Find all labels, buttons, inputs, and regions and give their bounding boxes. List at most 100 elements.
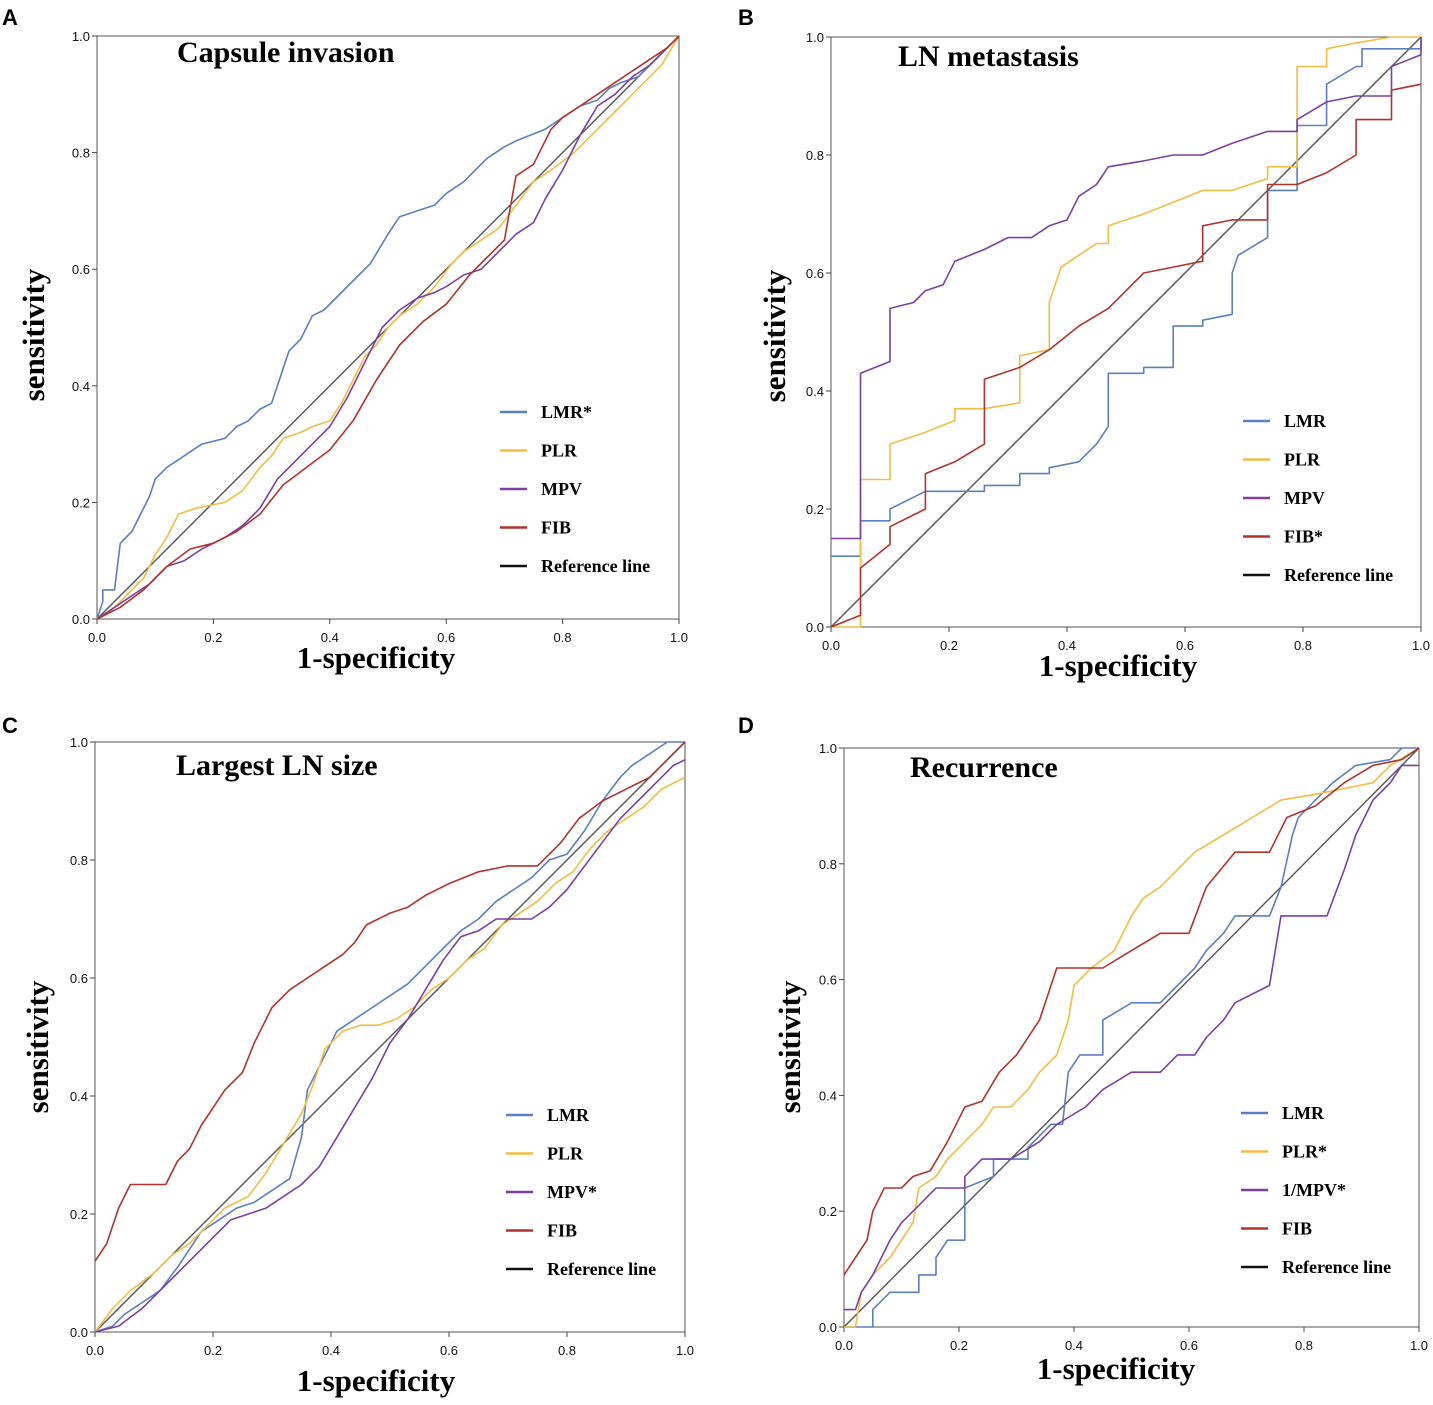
y-tick-label: 0.4 [819, 1088, 837, 1103]
legend-label: Reference line [547, 1259, 656, 1279]
panel-b: B 0.0 0.0 0.2 0.2 0.4 0.4 0.6 0.6 0.8 0.8 1.0 1.0 LN … [738, 5, 1430, 683]
legend-label: LMR* [541, 402, 592, 422]
x-tick-label: 1.0 [1412, 638, 1430, 653]
x-tick-label: 0.8 [1295, 1338, 1313, 1353]
legend-label: PLR* [1282, 1142, 1327, 1162]
legend-label: 1/MPV* [1282, 1180, 1346, 1200]
x-tick-label: 0.8 [558, 1343, 576, 1358]
x-tick-label: 1.0 [1410, 1338, 1428, 1353]
panel-letter: C [2, 713, 18, 738]
plot-frame [843, 747, 1420, 1328]
panel-d: D 0.0 0.0 0.2 0.2 0.4 0.4 0.6 0.6 0.8 0.8 1.0 1.0 Rec… [738, 713, 1428, 1386]
roc-curve-mpv [844, 764, 1419, 1311]
roc-curve-mpv [94, 758, 686, 1333]
legend-label: FIB [547, 1221, 577, 1241]
legend-label: FIB* [1284, 527, 1323, 547]
y-tick-label: 0.6 [70, 971, 88, 986]
y-tick-label: 0.6 [806, 266, 824, 281]
y-tick-label: 0.8 [70, 853, 88, 868]
x-tick-label: 1.0 [670, 630, 688, 645]
x-tick-label: 0.0 [835, 1338, 853, 1353]
y-axis-label: sensitivity [20, 980, 55, 1113]
y-tick-label: 0.0 [806, 620, 824, 635]
y-tick-label: 0.8 [819, 857, 837, 872]
legend-label: PLR [547, 1144, 584, 1164]
x-tick-label: 0.0 [86, 1343, 104, 1358]
x-tick-label: 0.6 [437, 630, 455, 645]
roc-curve-lmr [831, 37, 1422, 557]
roc-curve-lmr [94, 741, 685, 1333]
y-tick-label: 0.4 [70, 1089, 88, 1104]
y-tick-label: 1.0 [819, 741, 837, 756]
y-axis-label: sensitivity [772, 980, 807, 1113]
x-tick-label: 0.8 [554, 630, 572, 645]
panel-letter: A [2, 5, 18, 30]
roc-curve-fib [96, 35, 680, 620]
x-tick-label: 0.2 [204, 630, 222, 645]
plot-frame [94, 741, 686, 1333]
legend-label: MPV [1284, 488, 1325, 508]
y-tick-label: 0.4 [806, 384, 824, 399]
roc-curve-plr [96, 35, 680, 620]
legend-label: Reference line [1284, 565, 1393, 585]
plot-frame [830, 36, 1422, 628]
x-tick-label: 0.0 [88, 630, 106, 645]
legend: LMR PLR* 1/MPV* FIB Reference line [1241, 1103, 1391, 1277]
x-tick-label: 0.4 [1065, 1338, 1083, 1353]
x-tick-label: 0.4 [322, 1343, 340, 1358]
y-tick-label: 0.4 [72, 379, 90, 394]
y-tick-label: 1.0 [70, 735, 88, 750]
roc-curve-plr [844, 747, 1420, 1328]
legend-label: LMR [1284, 411, 1327, 431]
roc-curve-plr [94, 776, 686, 1333]
y-tick-label: 0.2 [819, 1204, 837, 1219]
legend-label: Reference line [541, 556, 650, 576]
x-axis-label: 1-specificity [1039, 648, 1198, 683]
chart-title: Largest LN size [176, 749, 378, 782]
x-tick-label: 0.0 [822, 638, 840, 653]
x-tick-label: 0.4 [321, 630, 339, 645]
y-axis-label: sensitivity [16, 268, 51, 401]
x-tick-label: 0.6 [1176, 638, 1194, 653]
legend-label: MPV [541, 479, 582, 499]
legend: LMR PLR MPV FIB* Reference line [1243, 411, 1393, 585]
panel-letter: B [738, 5, 754, 30]
x-axis-label: 1-specificity [297, 1363, 456, 1398]
x-tick-label: 0.6 [440, 1343, 458, 1358]
x-tick-label: 0.8 [1294, 638, 1312, 653]
y-tick-label: 0.0 [819, 1320, 837, 1335]
roc-curve-plr [831, 36, 1421, 628]
chart-title: LN metastasis [898, 40, 1079, 73]
y-tick-label: 0.0 [70, 1325, 88, 1340]
roc-curve-mpv [831, 37, 1422, 540]
roc-curve-fib [94, 741, 686, 1262]
y-axis-label: sensitivity [757, 269, 792, 402]
y-tick-label: 0.2 [806, 502, 824, 517]
legend-label: FIB [1282, 1219, 1312, 1239]
legend-label: Reference line [1282, 1257, 1391, 1277]
y-tick-label: 0.6 [819, 973, 837, 988]
y-tick-label: 1.0 [72, 29, 90, 44]
panel-c: C 0.0 0.0 0.2 0.2 0.4 0.4 0.6 0.6 0.8 0.8 1.0 1.0 Lar… [2, 713, 694, 1398]
legend-label: MPV* [547, 1182, 597, 1202]
x-tick-label: 1.0 [676, 1343, 694, 1358]
chart-title: Recurrence [910, 751, 1058, 784]
y-tick-label: 0.2 [72, 495, 90, 510]
roc-curve-fib [843, 747, 1420, 1276]
legend-label: FIB [541, 518, 571, 538]
x-axis-label: 1-specificity [297, 640, 456, 675]
plot-frame [96, 35, 680, 620]
legend: LMR PLR MPV* FIB Reference line [506, 1105, 656, 1279]
legend-label: LMR [1282, 1103, 1325, 1123]
panel-a: A 0.0 0.0 0.2 0.2 0.4 0.4 0.6 0.6 0.8 0.8 1.0 1.0 Cap… [2, 5, 688, 675]
reference-line [843, 747, 1420, 1328]
legend-label: PLR [1284, 450, 1321, 470]
y-tick-label: 0.8 [72, 146, 90, 161]
reference-line [94, 741, 686, 1333]
roc-curve-fib [830, 83, 1422, 628]
x-tick-label: 0.2 [940, 638, 958, 653]
legend: LMR* PLR MPV FIB Reference line [500, 402, 650, 576]
panel-letter: D [738, 713, 754, 738]
roc-curve-lmr [96, 35, 680, 620]
